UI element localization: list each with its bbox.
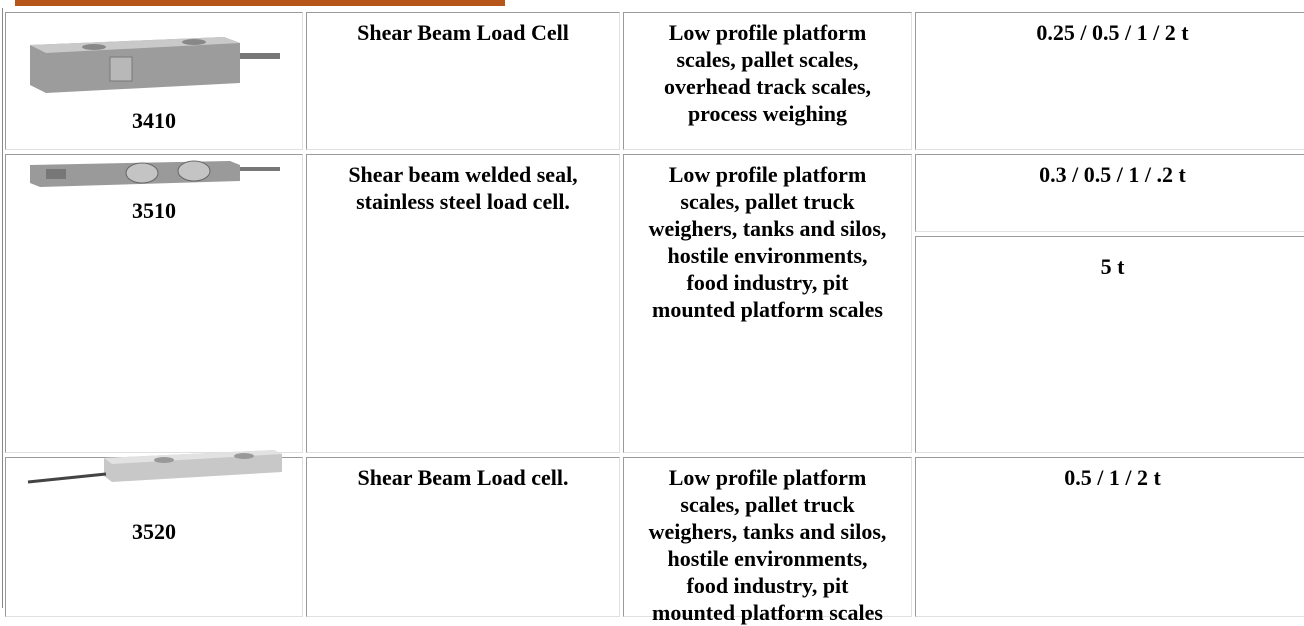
capacity-cell: 5 t bbox=[915, 236, 1304, 453]
capacity-cell: 0.25 / 0.5 / 1 / 2 t bbox=[915, 12, 1304, 150]
product-image bbox=[27, 450, 282, 484]
application-cell: Low profile platform scales, pallet truc… bbox=[623, 154, 912, 453]
model-number: 3410 bbox=[132, 108, 176, 133]
model-number: 3520 bbox=[132, 519, 176, 544]
product-image bbox=[30, 37, 280, 93]
model-number: 3510 bbox=[132, 198, 176, 223]
capacity-cell: 0.5 / 1 / 2 t bbox=[915, 457, 1304, 617]
application-cell: Low profile platform scales, pallet scal… bbox=[623, 12, 912, 150]
product-image bbox=[30, 160, 280, 187]
application-cell: Low profile platform scales, pallet truc… bbox=[623, 457, 912, 625]
image-cell: 3410 bbox=[5, 12, 303, 150]
image-cell: 3510 bbox=[5, 154, 303, 453]
image-cell: 3520 bbox=[5, 450, 303, 617]
description-cell: Shear Beam Load Cell bbox=[306, 12, 620, 150]
header-bar bbox=[15, 0, 505, 6]
capacity-cell: 0.3 / 0.5 / 1 / .2 t bbox=[915, 154, 1304, 232]
description-cell: Shear beam welded seal, stainless steel … bbox=[306, 154, 620, 453]
table-edge bbox=[2, 8, 3, 608]
description-cell: Shear Beam Load cell. bbox=[306, 457, 620, 617]
